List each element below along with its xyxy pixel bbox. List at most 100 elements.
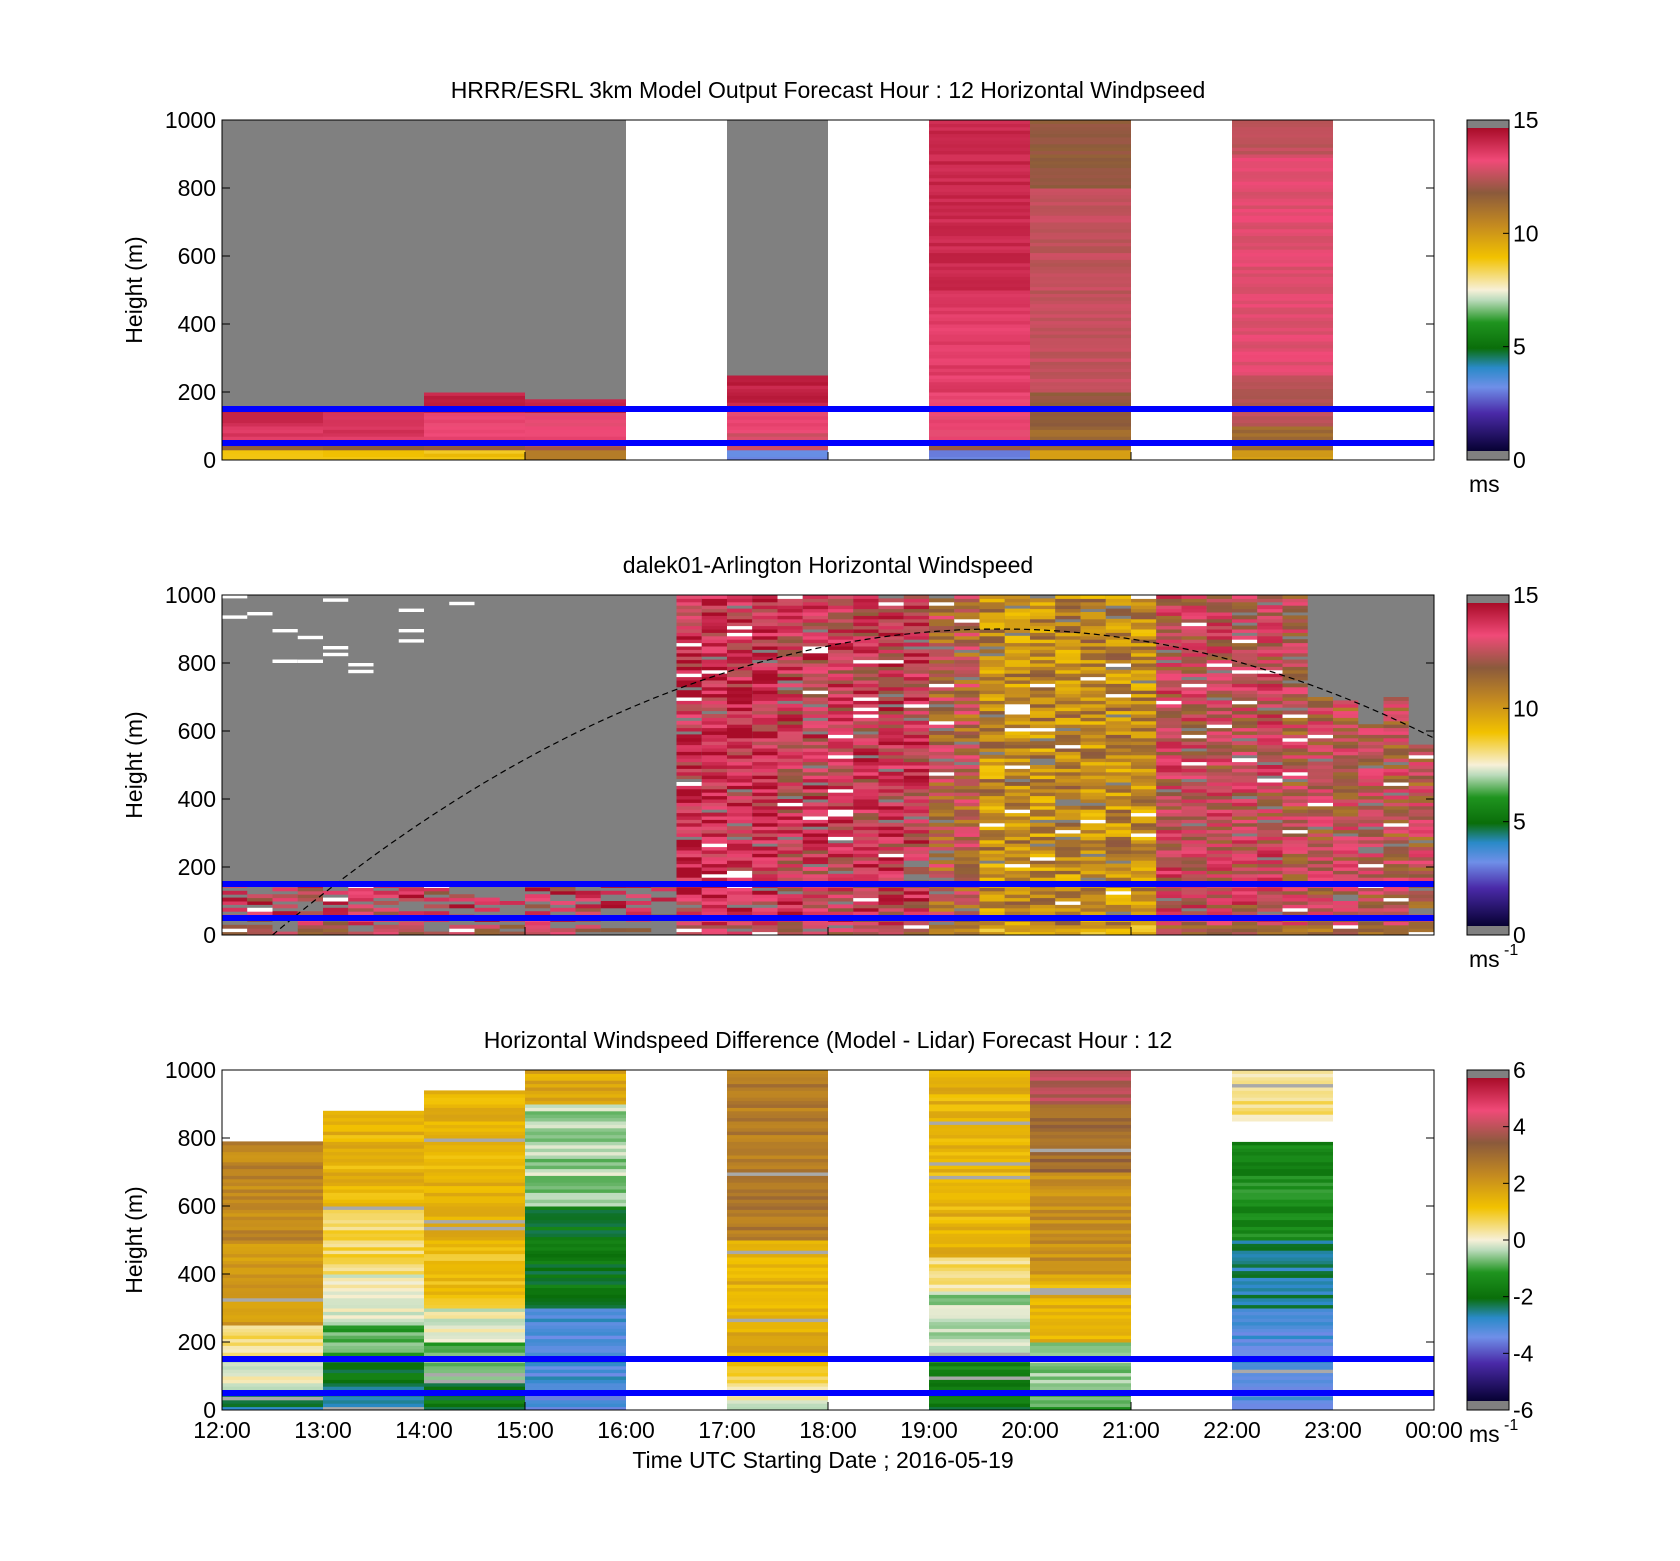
heatmap-cell	[1181, 690, 1208, 695]
heatmap-cell	[903, 751, 930, 756]
heatmap-cell	[1181, 924, 1208, 929]
heatmap-cell	[777, 833, 804, 837]
heatmap-cell	[1105, 717, 1132, 722]
heatmap-cell	[1232, 625, 1258, 630]
heatmap-cell	[701, 615, 728, 620]
heatmap-cell	[1307, 727, 1334, 732]
heatmap-cell	[1030, 656, 1056, 661]
time-column	[247, 595, 273, 936]
heatmap-cell	[903, 635, 930, 640]
heatmap-cell	[929, 1148, 1030, 1153]
heatmap-cell	[727, 931, 753, 936]
heatmap-cell	[979, 754, 1006, 759]
heatmap-cell	[828, 639, 854, 644]
heatmap-cell	[828, 680, 854, 684]
time-column	[499, 595, 526, 936]
time-column	[676, 595, 703, 936]
heatmap-cell	[222, 1185, 323, 1190]
heatmap-cell	[1307, 911, 1334, 916]
heatmap-cell	[1080, 785, 1107, 790]
heatmap-cell	[1030, 863, 1056, 868]
heatmap-cell	[853, 734, 879, 739]
heatmap-cell	[676, 595, 703, 599]
heatmap-cell	[954, 714, 980, 718]
heatmap-cell	[727, 324, 828, 328]
heatmap-cell	[676, 850, 703, 854]
heatmap-cell	[323, 1297, 424, 1302]
colorbar-cap-bottom	[1467, 1401, 1509, 1410]
heatmap-cell	[1257, 622, 1283, 627]
heatmap-cell	[802, 761, 829, 766]
heatmap-cell	[525, 1080, 626, 1085]
heatmap-cell	[1055, 812, 1081, 817]
x-tick-label: 21:00	[1102, 1417, 1160, 1443]
heatmap-cell	[929, 1253, 1030, 1258]
heatmap-cell	[752, 778, 778, 783]
heatmap-cell	[828, 605, 854, 610]
heatmap-cell	[424, 1382, 525, 1387]
heatmap-cell	[222, 415, 323, 420]
heatmap-cell	[1105, 873, 1132, 878]
heatmap-cell	[1080, 792, 1107, 797]
heatmap-cell	[903, 673, 930, 678]
heatmap-cell	[1232, 690, 1258, 695]
heatmap-cell	[1030, 157, 1131, 162]
heatmap-cell	[1232, 364, 1333, 369]
heatmap-cell	[1030, 1124, 1131, 1129]
heatmap-cell	[222, 1294, 323, 1299]
heatmap-cell	[701, 601, 728, 606]
heatmap-cell	[424, 293, 525, 298]
heatmap-cell	[929, 341, 1030, 345]
heatmap-cell	[424, 1178, 525, 1183]
heatmap-cell	[701, 652, 728, 657]
heatmap-cell	[878, 618, 905, 623]
heatmap-cell	[1232, 1267, 1333, 1272]
heatmap-cell	[1206, 615, 1233, 620]
heatmap-cell	[323, 256, 424, 260]
heatmap-cell	[676, 751, 703, 756]
heatmap-cell	[222, 341, 323, 345]
heatmap-cell	[222, 378, 323, 383]
heatmap-cell	[1232, 381, 1333, 386]
heatmap-cell	[1408, 829, 1435, 834]
heatmap-cell	[222, 307, 323, 311]
heatmap-cell	[1257, 765, 1283, 769]
heatmap-cell	[903, 924, 930, 929]
heatmap-cell	[424, 1335, 525, 1340]
heatmap-cell	[424, 1399, 525, 1404]
heatmap-cell	[1307, 761, 1334, 766]
heatmap-cell	[1408, 751, 1435, 756]
heatmap-cell	[1232, 1209, 1333, 1214]
heatmap-cell	[424, 303, 525, 308]
heatmap-cell	[424, 1226, 525, 1231]
heatmap-cell	[802, 608, 829, 613]
heatmap-cell	[424, 453, 525, 458]
heatmap-cell	[1232, 741, 1258, 746]
heatmap-cell	[1030, 1202, 1131, 1207]
heatmap-cell	[1030, 1321, 1131, 1326]
heatmap-cell	[1004, 751, 1031, 756]
heatmap-cell	[828, 829, 854, 834]
heatmap-cell	[903, 822, 930, 827]
heatmap-cell	[1080, 601, 1107, 606]
heatmap-cell	[929, 605, 955, 610]
heatmap-cell	[1055, 717, 1081, 722]
colorbar-tick-label: -2	[1513, 1284, 1533, 1310]
heatmap-cell	[929, 1382, 1030, 1387]
heatmap-cell	[424, 1216, 525, 1221]
heatmap-cell	[979, 666, 1006, 671]
heatmap-cell	[1030, 710, 1056, 715]
heatmap-cell	[222, 897, 248, 902]
heatmap-cell	[1257, 737, 1283, 742]
heatmap-cell	[727, 683, 753, 688]
heatmap-cell	[929, 123, 1030, 128]
heatmap-cell	[727, 737, 753, 742]
heatmap-cell	[1080, 829, 1107, 834]
heatmap-cell	[701, 724, 728, 729]
heatmap-cell	[1232, 140, 1333, 145]
heatmap-cell	[1156, 652, 1182, 657]
heatmap-cell	[1206, 622, 1233, 627]
heatmap-cell	[1232, 867, 1258, 871]
heatmap-cell	[323, 1148, 424, 1153]
heatmap-cell	[1030, 1311, 1131, 1316]
